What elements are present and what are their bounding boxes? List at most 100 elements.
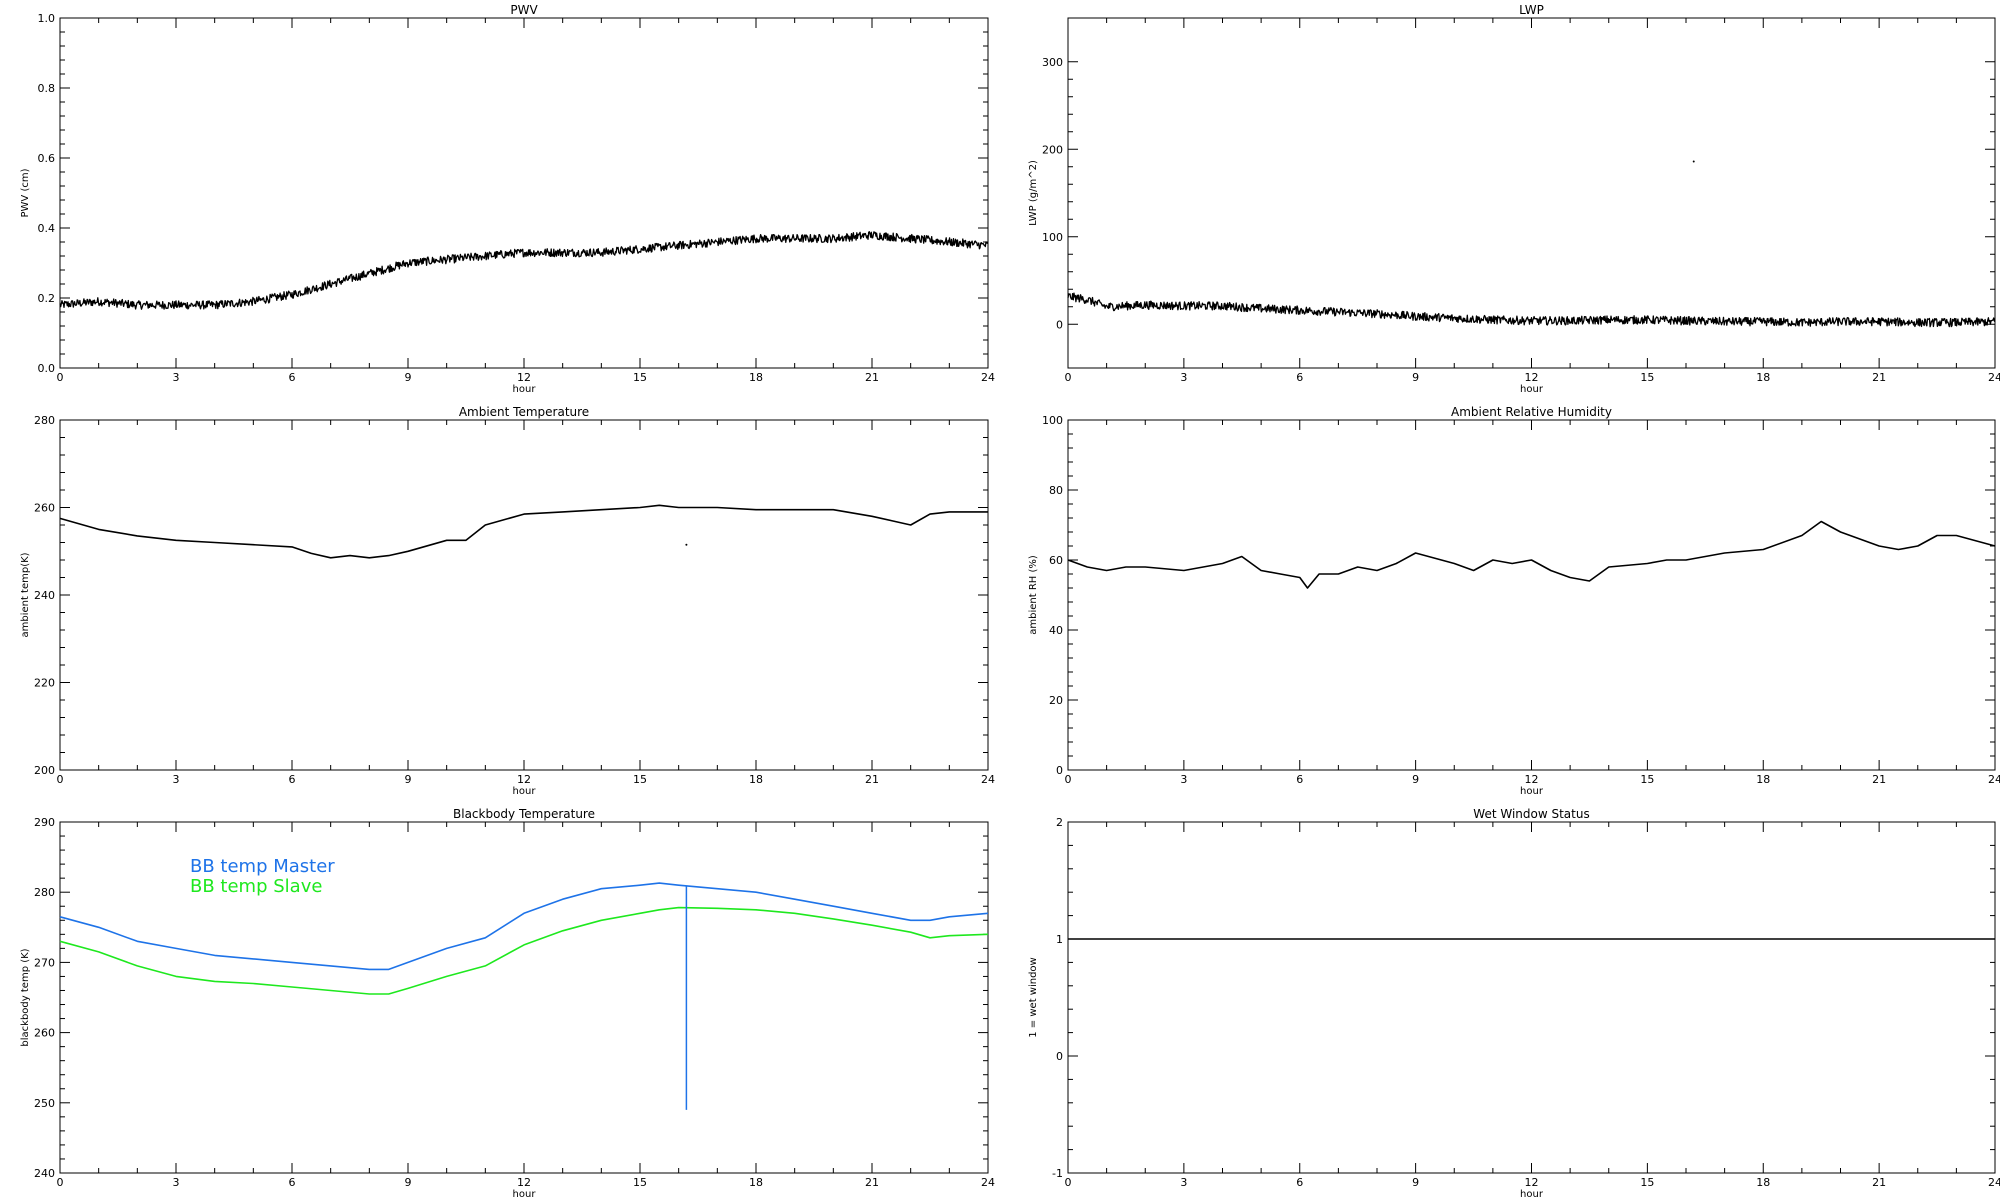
chart-title: Ambient Relative Humidity — [1451, 405, 1612, 419]
chart-panel-2: LWP 0 3 6 9 12 15 18 21 24 0 100 200 300 hour LWP (g/m^… — [1028, 3, 2000, 395]
x-tick-label: 15 — [1640, 773, 1654, 786]
chart-title: LWP — [1519, 3, 1544, 17]
x-tick-label: 18 — [749, 773, 763, 786]
y-tick-label: 0 — [1056, 1050, 1063, 1063]
y-tick-label: 40 — [1049, 624, 1063, 637]
y-tick-label: 290 — [34, 816, 55, 829]
y-tick-label: 240 — [34, 1167, 55, 1180]
x-axis-label: hour — [1520, 384, 1544, 395]
x-tick-label: 9 — [405, 371, 412, 384]
x-tick-label: 15 — [633, 773, 647, 786]
chart-title: Blackbody Temperature — [453, 807, 595, 821]
x-tick-label: 9 — [1412, 371, 1419, 384]
y-tick-label: 0 — [1056, 764, 1063, 777]
x-axis-label: hour — [513, 786, 537, 797]
y-tick-label: 300 — [1042, 56, 1063, 69]
x-tick-label: 21 — [1872, 371, 1886, 384]
x-tick-label: 9 — [1412, 1176, 1419, 1189]
x-tick-label: 3 — [173, 371, 180, 384]
x-tick-label: 9 — [405, 1176, 412, 1189]
x-tick-label: 12 — [1525, 1176, 1539, 1189]
x-tick-label: 18 — [1756, 773, 1770, 786]
x-tick-label: 24 — [1988, 773, 2000, 786]
chart-panel-4: Ambient Relative Humidity 0 3 6 9 12 15 18 21 24 0… — [1028, 405, 2000, 797]
x-tick-label: 6 — [1296, 1176, 1303, 1189]
x-tick-label: 18 — [749, 1176, 763, 1189]
outlier-point — [685, 543, 688, 546]
x-tick-label: 6 — [289, 371, 296, 384]
x-tick-label: 21 — [1872, 1176, 1886, 1189]
x-tick-label: 9 — [405, 773, 412, 786]
series-line-1 — [59, 231, 988, 310]
x-axis-label: hour — [1520, 1189, 1544, 1200]
y-tick-label: 1.0 — [38, 12, 56, 25]
y-tick-label: 280 — [34, 414, 55, 427]
x-tick-label: 21 — [865, 1176, 879, 1189]
y-tick-label: 260 — [34, 502, 55, 515]
y-tick-label: 100 — [1042, 414, 1063, 427]
x-axis-label: hour — [1520, 786, 1544, 797]
y-axis-label: ambient RH (%) — [1028, 555, 1039, 635]
plot-frame — [1067, 17, 1996, 369]
x-tick-label: 3 — [173, 773, 180, 786]
x-tick-label: 6 — [289, 1176, 296, 1189]
outlier-point — [1692, 160, 1695, 163]
x-tick-label: 15 — [1640, 1176, 1654, 1189]
y-tick-label: 0.4 — [38, 222, 56, 235]
series-line-1 — [1067, 520, 1996, 589]
y-tick-label: -1 — [1052, 1167, 1063, 1180]
y-tick-label: 20 — [1049, 694, 1063, 707]
y-tick-label: 0 — [1056, 318, 1063, 331]
legend-entry: BB temp Slave — [190, 876, 322, 897]
x-tick-label: 12 — [1525, 371, 1539, 384]
x-tick-label: 3 — [1180, 773, 1187, 786]
y-tick-label: 280 — [34, 886, 55, 899]
series-line-1 — [59, 882, 989, 971]
x-tick-label: 24 — [981, 1176, 995, 1189]
x-tick-label: 18 — [1756, 1176, 1770, 1189]
y-tick-label: 100 — [1042, 231, 1063, 244]
x-tick-label: 6 — [1296, 773, 1303, 786]
chart-panel-3: Ambient Temperature 0 3 6 9 12 15 18 21 24 200 220 2… — [20, 405, 995, 797]
y-tick-label: 240 — [34, 589, 55, 602]
chart-title: Wet Window Status — [1473, 807, 1589, 821]
series-line-2 — [59, 906, 989, 995]
x-tick-label: 15 — [633, 1176, 647, 1189]
y-axis-label: LWP (g/m^2) — [1028, 160, 1039, 226]
x-tick-label: 0 — [1065, 371, 1072, 384]
y-axis-label: 1 = wet window — [1028, 957, 1039, 1037]
x-tick-label: 0 — [57, 1176, 64, 1189]
plot-frame — [59, 17, 989, 369]
x-tick-label: 12 — [517, 1176, 531, 1189]
chart-panel-1: PWV 0 3 6 9 12 15 18 21 24 0.0 0.2 0.4 0.6 0.8 1.0 hour P… — [20, 3, 995, 395]
series-line-1 — [1067, 292, 1996, 328]
series-line-1 — [59, 504, 988, 559]
x-tick-label: 6 — [1296, 371, 1303, 384]
x-tick-label: 12 — [517, 371, 531, 384]
x-tick-label: 3 — [1180, 1176, 1187, 1189]
x-tick-label: 21 — [865, 371, 879, 384]
y-tick-label: 80 — [1049, 484, 1063, 497]
x-tick-label: 15 — [633, 371, 647, 384]
y-tick-label: 0.8 — [38, 82, 56, 95]
y-tick-label: 200 — [34, 764, 55, 777]
y-axis-label: ambient temp(K) — [20, 552, 31, 637]
x-tick-label: 3 — [173, 1176, 180, 1189]
x-tick-label: 0 — [57, 773, 64, 786]
x-tick-label: 0 — [57, 371, 64, 384]
y-tick-label: 260 — [34, 1027, 55, 1040]
x-tick-label: 24 — [981, 371, 995, 384]
y-tick-label: 220 — [34, 677, 55, 690]
y-tick-label: 2 — [1056, 816, 1063, 829]
y-tick-label: 270 — [34, 956, 55, 969]
plot-frame — [1067, 419, 1996, 771]
x-axis-label: hour — [513, 384, 537, 395]
x-tick-label: 24 — [1988, 371, 2000, 384]
x-axis-label: hour — [513, 1189, 537, 1200]
y-axis-label: blackbody temp (K) — [20, 948, 31, 1046]
x-tick-label: 12 — [1525, 773, 1539, 786]
y-tick-label: 60 — [1049, 554, 1063, 567]
x-tick-label: 21 — [865, 773, 879, 786]
x-tick-label: 0 — [1065, 1176, 1072, 1189]
x-tick-label: 18 — [749, 371, 763, 384]
